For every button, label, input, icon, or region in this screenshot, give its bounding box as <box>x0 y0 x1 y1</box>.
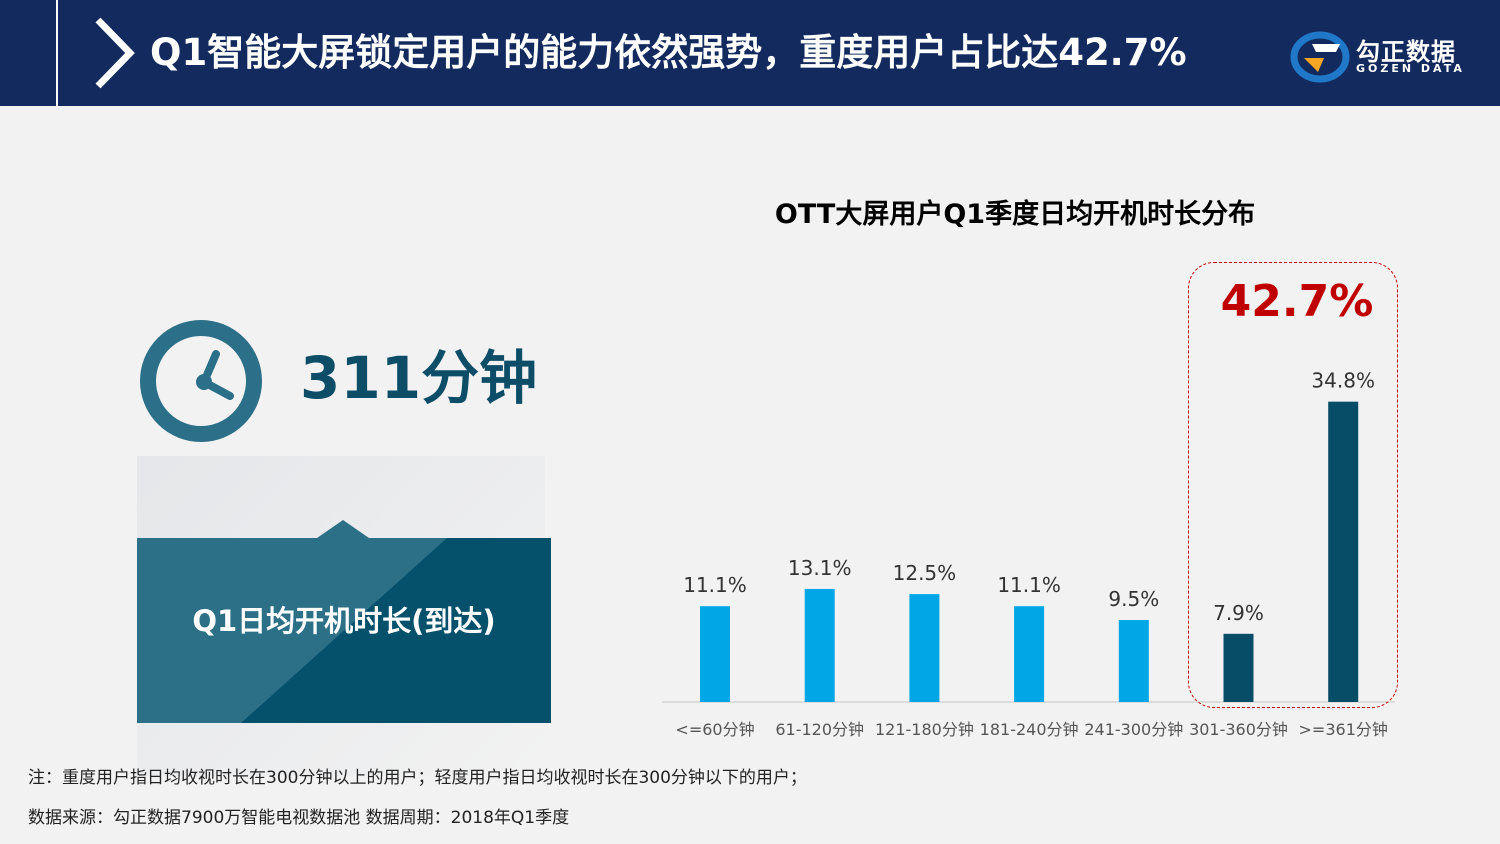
bar-value-label: 11.1% <box>683 573 747 597</box>
heavy-user-highlight-box <box>1188 262 1398 708</box>
bar-value-label: 11.1% <box>997 573 1061 597</box>
company-logo: 勾正数据 GOZEN DATA <box>1290 28 1480 84</box>
x-tick-label: 121-180分钟 <box>875 720 974 739</box>
chart-bar <box>1223 633 1254 702</box>
chart-title: OTT大屏用户Q1季度日均开机时长分布 <box>774 199 1256 230</box>
x-tick-label: >=361分钟 <box>1299 720 1388 739</box>
logo-text-en: GOZEN DATA <box>1356 62 1465 75</box>
average-duration-value: 311分钟 <box>300 344 538 412</box>
chevron-right-icon <box>95 17 135 89</box>
x-tick-label: 241-300分钟 <box>1084 720 1183 739</box>
logo-text-cn: 勾正数据 <box>1356 38 1456 66</box>
chart-bar <box>804 588 835 702</box>
heavy-user-share-value: 42.7% <box>1220 276 1374 327</box>
chart-bar <box>1328 401 1359 702</box>
page-title: Q1智能大屏锁定用户的能力依然强势，重度用户占比达42.7% <box>150 31 1187 74</box>
gozen-logo-icon <box>1290 31 1350 83</box>
footnote: 注：重度用户指日均收视时长在300分钟以上的用户；轻度用户指日均收视时长在300… <box>28 768 807 788</box>
bar-value-label: 7.9% <box>1213 601 1264 625</box>
metric-card: Q1日均开机时长(到达) <box>137 518 551 723</box>
data-source: 数据来源：勾正数据7900万智能电视数据池 数据周期：2018年Q1季度 <box>28 808 570 828</box>
x-tick-label: 181-240分钟 <box>980 720 1079 739</box>
chart-bar <box>909 594 940 702</box>
clock-icon <box>140 320 262 442</box>
bar-value-label: 13.1% <box>788 556 852 580</box>
bar-value-label: 34.8% <box>1311 369 1375 393</box>
header-bar: Q1智能大屏锁定用户的能力依然强势，重度用户占比达42.7% 勾正数据 GOZE… <box>0 0 1500 106</box>
chart-bar <box>1014 606 1045 702</box>
metric-card-label: Q1日均开机时长(到达) <box>192 604 496 638</box>
x-tick-label: <=60分钟 <box>675 720 754 739</box>
bar-chart: 11.1% <=60分钟 13.1% 61-120分钟 12.5% 121-180分钟 11… <box>662 369 1395 739</box>
x-tick-label: 61-120分钟 <box>775 720 864 739</box>
chart-bar <box>1118 620 1149 702</box>
chart-bar <box>700 606 730 702</box>
x-tick-label: 301-360分钟 <box>1189 720 1288 739</box>
bar-value-label: 12.5% <box>893 561 957 585</box>
bar-value-label: 9.5% <box>1108 587 1159 611</box>
header-divider <box>56 0 58 106</box>
